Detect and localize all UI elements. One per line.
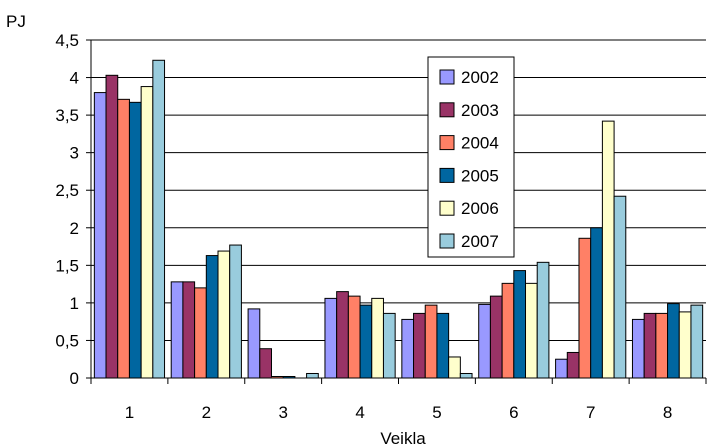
legend-label-2007: 2007	[461, 232, 499, 251]
bar-2005-cat-2	[205, 255, 219, 379]
bar-2005-cat-6	[513, 270, 527, 379]
x-tick-labels: 1 2 3 4 5 6 7 8	[125, 403, 673, 422]
x-tick-label: 8	[663, 403, 672, 422]
y-tick-label: 3,5	[55, 106, 79, 125]
bar-2006-cat-5	[448, 356, 461, 379]
bar-2002-cat-8	[631, 318, 645, 379]
bar-2002-cat-4	[324, 297, 338, 379]
x-tick-label: 6	[509, 403, 518, 422]
legend-label-2003: 2003	[461, 101, 499, 120]
y-tick-label: 0,5	[55, 331, 79, 350]
legend-swatch-2004	[439, 135, 455, 151]
bar-2002-cat-7	[555, 358, 568, 379]
bar-2007-cat-3	[306, 372, 319, 379]
bar-2004-cat-5	[424, 304, 438, 379]
legend-label-2005: 2005	[461, 166, 499, 185]
axes	[86, 39, 707, 384]
bar-2004-cat-2	[194, 287, 207, 379]
legend-swatch-2005	[439, 167, 455, 183]
bar-2002-cat-5	[401, 318, 415, 379]
bar-2007-cat-1	[152, 59, 166, 379]
y-tick-label: 1,5	[55, 256, 79, 275]
bar-2007-cat-7	[613, 195, 627, 379]
bar-2005-cat-7	[590, 227, 603, 379]
legend-swatch-2007	[439, 233, 455, 249]
bar-2007-cat-2	[229, 244, 242, 379]
legend-label-2002: 2002	[461, 68, 499, 87]
bar-2003-cat-5	[413, 312, 426, 379]
bar-2007-cat-8	[690, 304, 704, 379]
bar-2006-cat-2	[217, 250, 231, 379]
y-tick-label: 2,5	[55, 181, 79, 200]
bar-2006-cat-7	[601, 120, 615, 379]
legend-swatch-2006	[439, 200, 455, 216]
bar-2006-cat-6	[525, 282, 538, 379]
bar-2007-cat-6	[536, 261, 550, 379]
y-tick-label: 4	[70, 69, 79, 88]
x-tick-label: 7	[586, 403, 595, 422]
bar-2003-cat-7	[566, 351, 580, 379]
bar-2005-cat-8	[667, 303, 680, 379]
bar-2006-cat-1	[140, 86, 154, 379]
legend-swatch-2002	[439, 69, 455, 85]
y-axis-title: PJ	[6, 12, 26, 31]
x-tick-label: 1	[125, 403, 134, 422]
x-tick-label: 5	[432, 403, 441, 422]
bar-2003-cat-6	[489, 295, 503, 379]
bar-2003-cat-4	[336, 291, 349, 379]
bar-2003-cat-2	[182, 281, 196, 379]
x-tick-label: 2	[202, 403, 211, 422]
bar-2004-cat-1	[117, 98, 130, 379]
y-tick-label: 0	[70, 369, 79, 388]
x-tick-label: 3	[278, 403, 287, 422]
y-tick-label: 2	[70, 219, 79, 238]
bar-2002-cat-1	[93, 92, 107, 379]
bar-2007-cat-5	[459, 372, 473, 379]
bar-2004-cat-7	[578, 237, 592, 379]
bar-2003-cat-3	[259, 348, 272, 379]
y-tick-label: 4,5	[55, 31, 79, 50]
bar-2004-cat-8	[655, 312, 669, 379]
bar-2006-cat-4	[371, 297, 384, 379]
bar-2003-cat-8	[643, 312, 657, 379]
y-tick-label: 1	[70, 294, 79, 313]
bar-2007-cat-4	[382, 312, 396, 379]
legend-label-2006: 2006	[461, 199, 499, 218]
bar-2002-cat-2	[170, 281, 184, 379]
y-tick-label: 3	[70, 144, 79, 163]
bar-2006-cat-8	[678, 311, 692, 379]
y-tick-labels: 0 0,5 1 1,5 2 2,5 3 3,5 4 4,5	[55, 31, 79, 388]
bar-2002-cat-3	[247, 308, 261, 379]
legend-label-2004: 2004	[461, 134, 499, 153]
legend: 2002 2003 2004 2005 2006 2007	[427, 56, 515, 258]
legend-swatch-2003	[439, 102, 455, 118]
bar-2004-cat-4	[347, 295, 361, 379]
bar-2005-cat-1	[128, 101, 142, 379]
bar-2004-cat-6	[501, 282, 515, 379]
bar-2002-cat-6	[478, 303, 491, 379]
bars	[93, 59, 704, 379]
bar-2003-cat-1	[105, 74, 119, 379]
x-axis-title: Veikla	[380, 429, 426, 448]
bar-2005-cat-4	[359, 304, 373, 379]
legend-box	[427, 56, 515, 258]
bar-2005-cat-5	[436, 312, 450, 379]
x-tick-label: 4	[355, 403, 364, 422]
